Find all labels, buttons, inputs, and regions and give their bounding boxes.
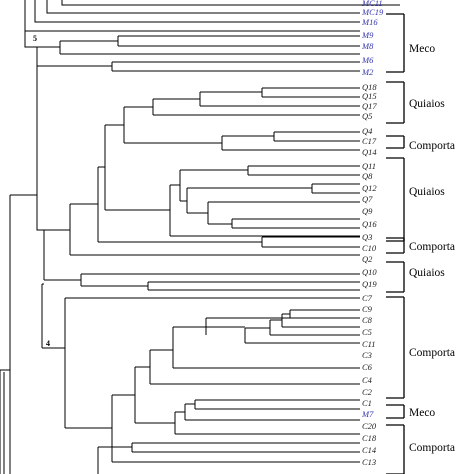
leaf-label: Q8	[362, 171, 373, 181]
group-label: Comporta	[409, 140, 455, 152]
leaf-label: MC11	[361, 0, 383, 8]
group-bracket	[386, 237, 405, 254]
leaf-label: Q11	[362, 161, 376, 171]
leaf-label: M8	[361, 41, 374, 51]
group-brackets	[386, 13, 405, 474]
leaf-label: M9	[361, 30, 374, 40]
leaf-label: MC19	[361, 7, 384, 17]
leaf-label: C7	[362, 293, 373, 303]
leaf-label: Q19	[362, 279, 377, 289]
group-label: Comporta	[409, 347, 455, 359]
node-label-4: 4	[46, 339, 50, 348]
group-bracket	[386, 404, 405, 419]
group-bracket	[386, 13, 405, 73]
leaf-label: Q18	[362, 82, 377, 92]
leaf-label: C8	[362, 315, 373, 325]
leaf-label: C17	[362, 136, 377, 146]
leaf-label: Q2	[362, 254, 373, 264]
group-label: Quiaios	[409, 98, 445, 110]
leaf-label: Q16	[362, 219, 377, 229]
leaf-label: Q17	[362, 101, 377, 111]
leaf-label: C5	[362, 327, 372, 337]
group-label: Comporta	[409, 241, 455, 253]
leaf-label: C10	[362, 243, 377, 253]
leaf-label: Q14	[362, 147, 377, 157]
leaf-label: C9	[362, 304, 373, 314]
leaf-label: Q12	[362, 183, 377, 193]
group-bracket	[386, 424, 405, 474]
tree-branches	[0, 0, 400, 474]
group-label: Quiaios	[409, 186, 445, 198]
group-bracket	[386, 261, 405, 293]
leaf-label: C6	[362, 362, 373, 372]
leaf-label: C3	[362, 350, 372, 360]
leaf-label: C4	[362, 375, 373, 385]
leaf-label: Q3	[362, 232, 372, 242]
leaf-label: Q9	[362, 206, 373, 216]
group-labels: Meco Quiaios Comporta Quiaios Comporta Quiaio…	[409, 43, 455, 454]
leaf-label: M16	[361, 17, 378, 27]
leaf-label: C1	[362, 398, 372, 408]
leaf-label: Q5	[362, 111, 372, 121]
group-label: Meco	[409, 43, 435, 55]
group-label: Meco	[409, 407, 435, 419]
leaf-label: Q15	[362, 91, 377, 101]
group-label: Quiaios	[409, 267, 445, 279]
leaf-label: M2	[361, 67, 374, 77]
group-label: Comporta	[409, 442, 455, 454]
group-bracket	[386, 157, 405, 242]
leaf-label: C14	[362, 445, 377, 455]
leaf-label: M7	[361, 409, 374, 419]
leaf-label: C20	[362, 421, 377, 431]
leaf-label: Q7	[362, 194, 373, 204]
leaf-label: C13	[362, 457, 376, 467]
leaf-label: M6	[361, 55, 374, 65]
leaf-label: C11	[362, 339, 376, 349]
group-bracket	[386, 135, 405, 149]
leaf-label: Q10	[362, 267, 377, 277]
group-bracket	[386, 296, 405, 399]
group-bracket	[386, 81, 405, 124]
leaf-label: Q4	[362, 126, 373, 136]
leaf-label: C18	[362, 433, 377, 443]
node-label-5: 5	[33, 34, 37, 43]
leaf-label: C2	[362, 387, 373, 397]
